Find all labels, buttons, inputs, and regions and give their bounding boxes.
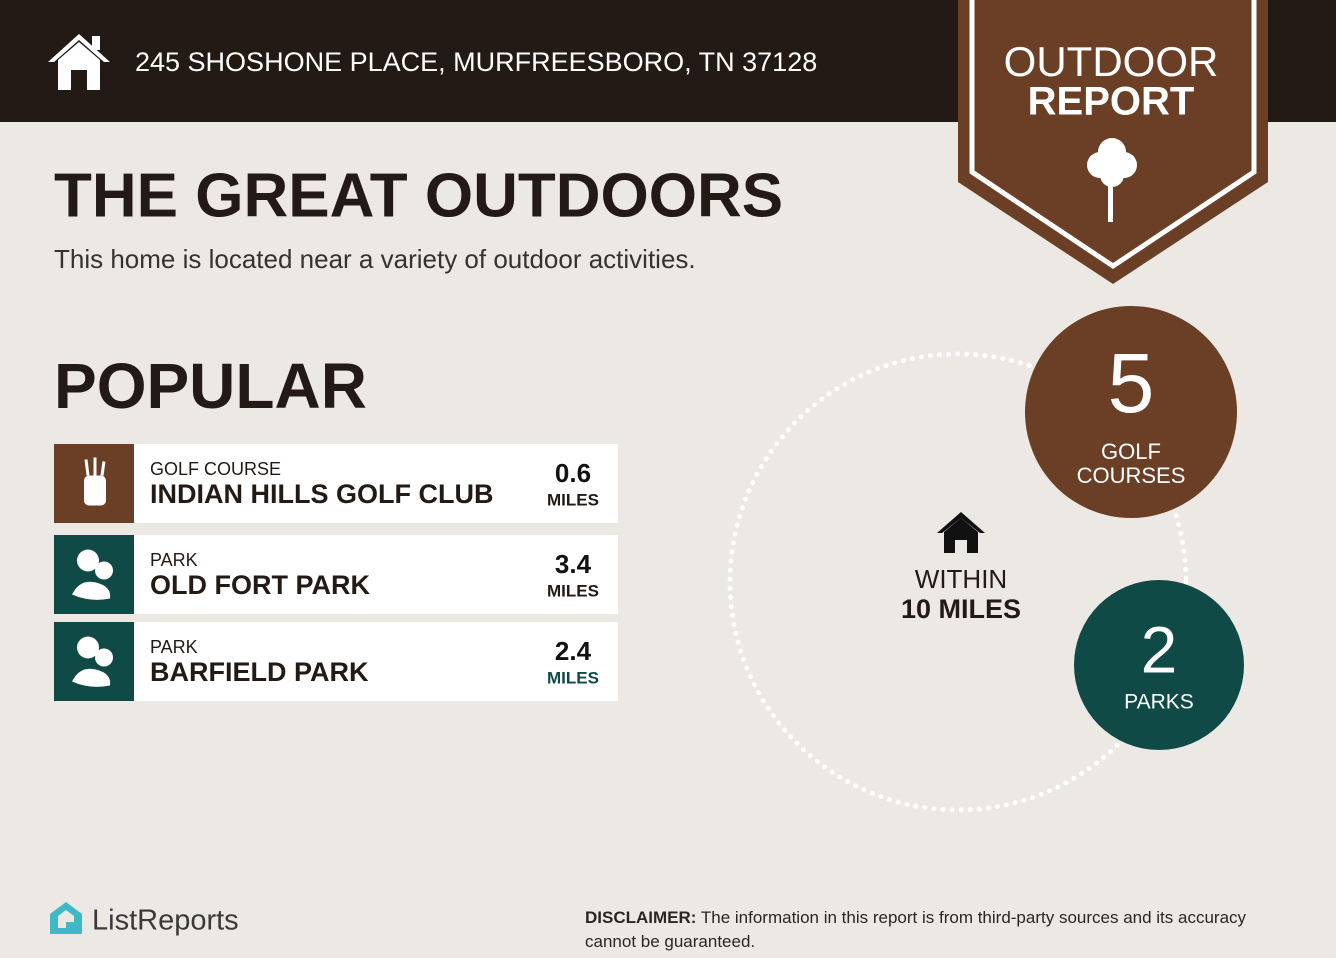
disclaimer: DISCLAIMER: The information in this repo… [585,906,1265,954]
place-unit: MILES [547,581,599,600]
tree [77,549,99,572]
golf-club [100,461,106,476]
tree [95,561,113,580]
title: THE GREAT OUTDOORS [54,161,783,230]
subtitle: This home is located near a variety of o… [54,244,696,274]
radius-line2: 10 MILES [901,594,1021,624]
tree [77,636,99,659]
address: 245 SHOSHONE PLACE, MURFREESBORO, TN 371… [135,47,817,77]
tree [95,648,113,667]
place-unit: MILES [547,490,599,509]
park-count-circle [1074,580,1244,750]
path-shape [72,581,111,600]
place-card [134,444,618,523]
place-icon-box [54,535,134,614]
place-category: GOLF COURSE [150,459,281,479]
golf-count: 5 [1108,336,1155,430]
place-icon-box [54,622,134,701]
brand: ListReports [92,905,239,937]
golf-club [84,459,90,476]
place-category: PARK [150,637,198,657]
radius-circle [727,351,1189,813]
disclaimer-text: The information in this report is from t… [585,908,1247,951]
home-icon-small [937,512,985,553]
golf-icon [84,457,106,506]
golf-label: GOLF [1101,439,1161,464]
park-label: PARKS [1124,691,1194,714]
home-icon [48,34,110,90]
park-icon [72,636,113,687]
badge-line1: OUTDOOR [1004,38,1219,85]
place-card [134,535,618,614]
place-distance: 0.6 [555,458,591,488]
park-count: 2 [1141,612,1178,686]
radius-line1: WITHIN [915,564,1007,594]
golf-count-circle [1025,306,1237,518]
golf-label: COURSES [1077,463,1186,488]
place-name: OLD FORT PARK [150,570,370,600]
disclaimer-label: DISCLAIMER: [585,908,697,927]
badge [958,0,1268,284]
place-distance: 3.4 [555,549,592,579]
place-unit: MILES [547,668,599,687]
place-card [134,622,618,701]
place-distance: 2.4 [555,636,592,666]
section-title: POPULAR [54,350,367,422]
place-name: BARFIELD PARK [150,657,369,687]
path-shape [72,668,111,687]
place-category: PARK [150,550,198,570]
golf-bag [84,475,106,506]
badge-line2: REPORT [1028,80,1195,124]
park-icon [72,549,113,600]
place-name: INDIAN HILLS GOLF CLUB [150,479,493,509]
brand-logo [50,902,82,934]
